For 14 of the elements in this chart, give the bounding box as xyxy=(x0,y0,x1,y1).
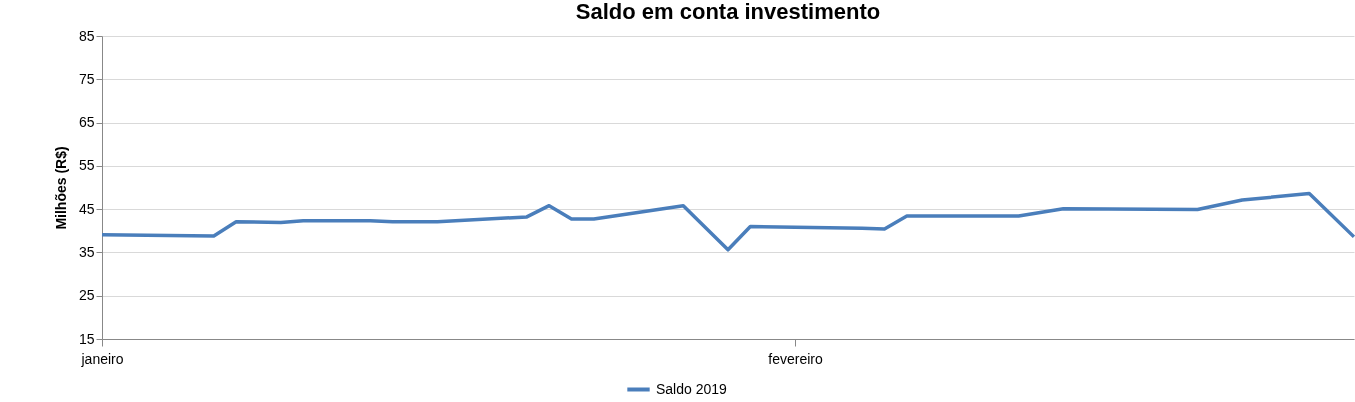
y-tick-label: 45 xyxy=(78,200,95,217)
y-tick-label: 55 xyxy=(78,157,95,174)
x-tick-label: janeiro xyxy=(80,350,124,367)
y-tick-label: 65 xyxy=(78,114,95,131)
legend-label: Saldo 2019 xyxy=(656,380,728,397)
y-tick-label: 85 xyxy=(78,27,95,44)
y-tick-label: 15 xyxy=(78,330,95,347)
chart-title: Saldo em conta investimento xyxy=(575,0,881,24)
y-tick-label: 35 xyxy=(78,243,95,260)
y-axis-title: Milhões (R$) xyxy=(52,146,69,230)
y-tick-label: 75 xyxy=(78,70,95,87)
x-tick-label: fevereiro xyxy=(768,350,824,367)
line-series xyxy=(100,191,1355,252)
y-tick-label: 25 xyxy=(78,287,95,304)
